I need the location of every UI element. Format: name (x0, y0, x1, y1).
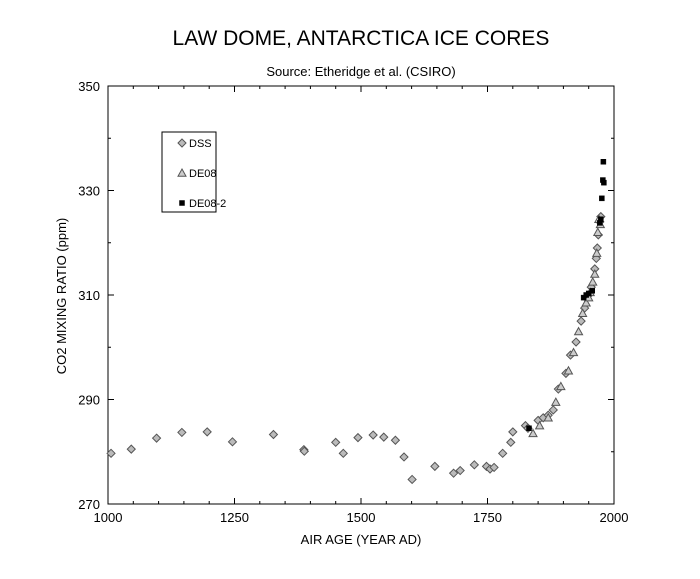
data-point-dss (227, 437, 238, 447)
legend-box (161, 131, 217, 213)
x-tick-label: 1000 (94, 510, 123, 525)
data-point-dss (202, 427, 212, 437)
data-point-dss (268, 429, 279, 440)
data-point-dss (469, 460, 480, 470)
data-point-dss (399, 452, 409, 462)
data-points (106, 159, 607, 485)
data-point-dss (571, 337, 581, 347)
data-point-dss (455, 465, 465, 476)
data-point-dss (591, 253, 601, 264)
series-de08 (528, 214, 606, 438)
data-point-dss (390, 435, 401, 445)
legend-label-de08-2: DE08-2 (189, 198, 226, 210)
data-point-de08 (543, 412, 554, 422)
data-point-de08-2 (600, 159, 607, 165)
data-point-dss (353, 432, 363, 443)
data-point-dss (448, 468, 459, 478)
data-point-de08 (556, 381, 566, 391)
legend-label-de08: DE08 (189, 168, 217, 180)
x-tick-label: 1250 (220, 510, 249, 525)
x-tick-label: 1500 (347, 510, 376, 525)
chart-subtitle: Source: Etheridge et al. (CSIRO) (266, 64, 455, 79)
data-point-de08-2 (598, 216, 604, 222)
data-point-dss (330, 437, 341, 448)
legend-marker-de08-2 (179, 200, 185, 206)
data-point-dss (506, 437, 516, 448)
data-point-dss (338, 448, 348, 459)
data-point-dss (299, 446, 310, 456)
y-tick-label: 270 (78, 497, 100, 512)
data-point-de08 (587, 276, 598, 286)
data-point-de08 (528, 428, 538, 438)
data-point-de08 (589, 269, 600, 278)
x-axis: 1000 1250 1500 1750 2000 (94, 86, 629, 525)
data-point-dss (430, 461, 440, 472)
y-tick-label: 350 (78, 79, 100, 94)
data-point-de08 (534, 420, 545, 430)
data-point-de08 (563, 365, 574, 375)
data-point-dss (489, 462, 499, 473)
x-tick-label: 1750 (473, 510, 502, 525)
data-point-de08-2 (589, 288, 595, 294)
y-tick-label: 310 (78, 288, 100, 303)
data-point-de08-2 (599, 195, 605, 202)
data-point-de08 (568, 347, 579, 357)
data-point-dss (497, 448, 508, 459)
data-point-de08-2 (601, 179, 607, 186)
series-dss (106, 211, 606, 485)
data-point-de08 (573, 326, 584, 336)
x-tick-label: 2000 (600, 510, 629, 525)
data-point-de08 (591, 248, 602, 257)
data-point-dss (576, 316, 586, 326)
data-point-de08 (577, 308, 588, 317)
data-point-de08 (550, 397, 561, 406)
data-point-dss (407, 474, 417, 485)
chart-title: LAW DOME, ANTARCTICA ICE CORES (173, 27, 550, 50)
y-tick-label: 330 (78, 184, 100, 199)
data-point-dss (106, 448, 116, 459)
series-de08-2 (526, 159, 607, 431)
data-point-dss (379, 432, 389, 442)
y-tick-label: 290 (78, 393, 100, 408)
legend-marker-de08 (177, 167, 187, 177)
x-axis-label: AIR AGE (YEAR AD) (301, 532, 422, 547)
data-point-dss (548, 405, 558, 415)
legend-entries: DSS DE08 DE08-2 (177, 138, 226, 210)
legend-marker-dss (177, 138, 187, 148)
data-point-dss (368, 430, 378, 440)
data-point-dss (508, 427, 518, 437)
y-axis-label: CO2 MIXING RATIO (ppm) (54, 218, 69, 375)
data-point-dss (126, 444, 136, 454)
data-point-de08 (581, 297, 592, 307)
legend: DSS DE08 DE08-2 (161, 131, 226, 213)
data-point-dss (177, 427, 187, 438)
data-point-dss (151, 433, 162, 443)
data-point-de08-2 (526, 425, 532, 431)
y-axis: 270 290 310 330 350 (78, 79, 614, 512)
data-point-de08 (592, 227, 603, 236)
legend-label-dss: DSS (189, 138, 212, 150)
